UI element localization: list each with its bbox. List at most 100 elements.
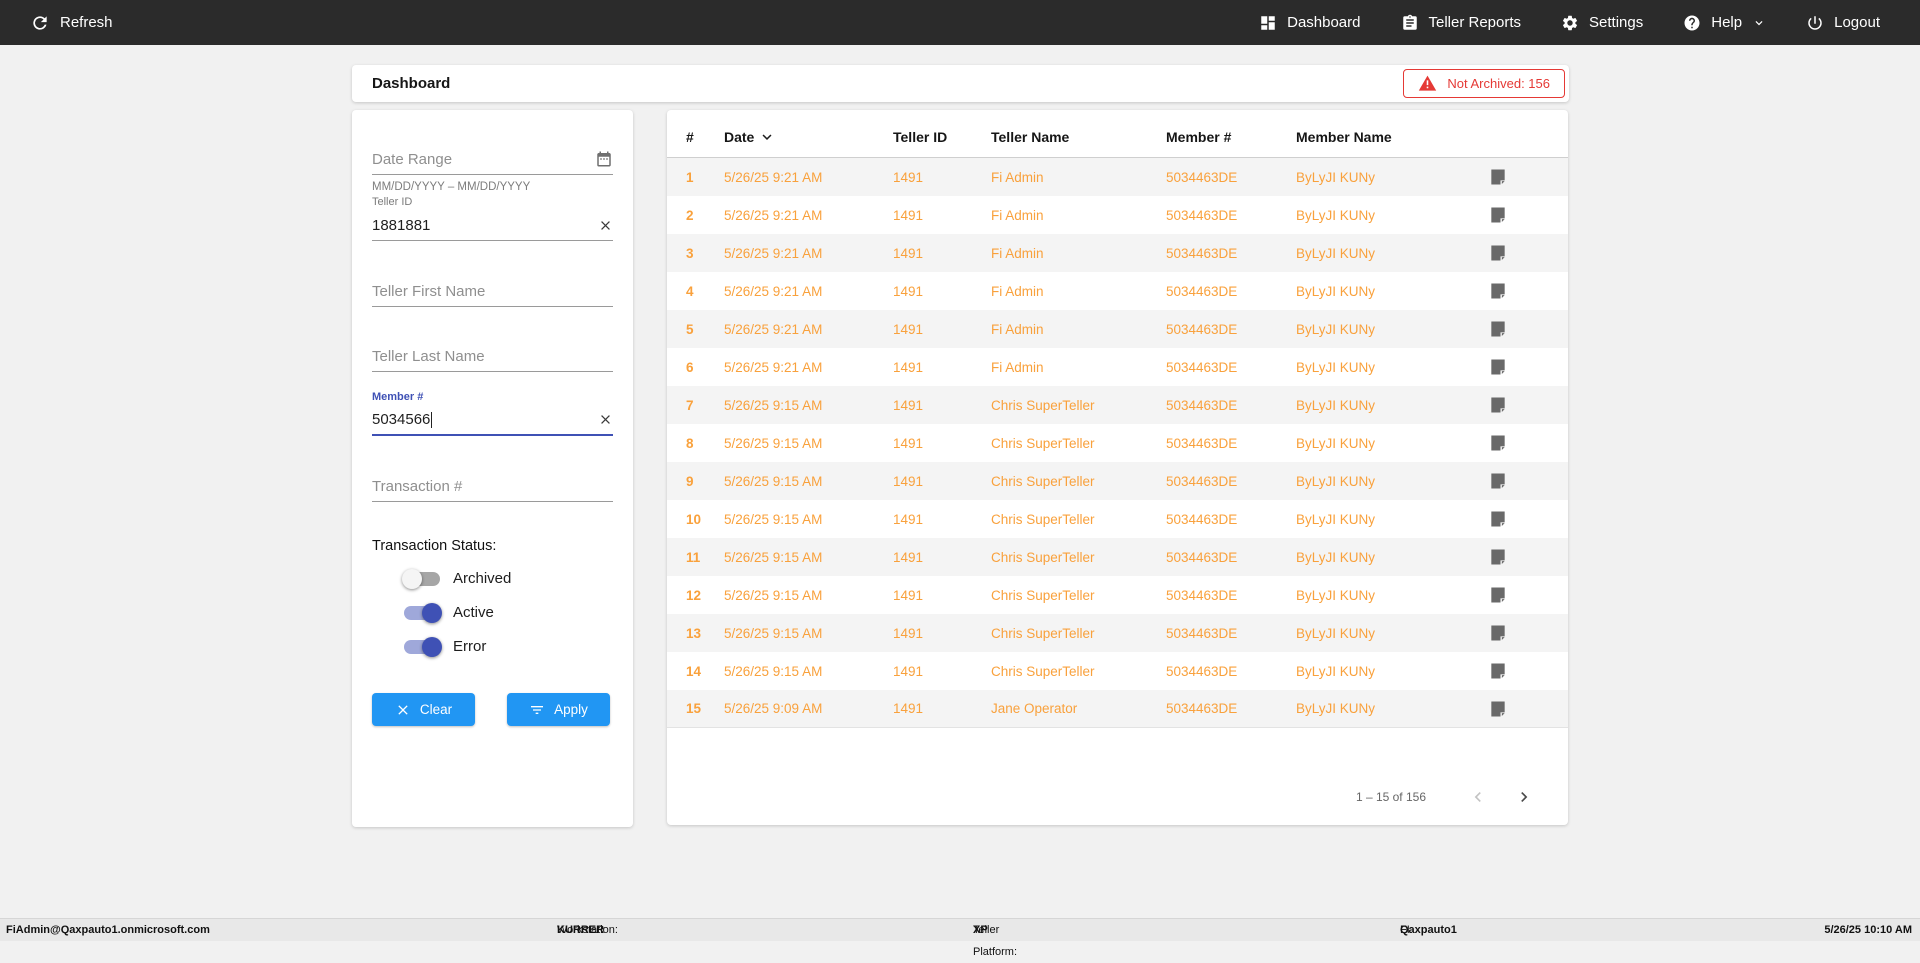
table-row[interactable]: 2 5/26/25 9:21 AM 1491 Fi Admin 5034463D… bbox=[667, 196, 1568, 234]
cell-row-number: 1 bbox=[686, 169, 694, 185]
note-icon[interactable] bbox=[1488, 661, 1508, 681]
cell-member-number: 5034463DE bbox=[1166, 663, 1238, 679]
note-icon[interactable] bbox=[1488, 243, 1508, 263]
cell-teller-name: Chris SuperTeller bbox=[991, 397, 1095, 413]
next-page-button[interactable] bbox=[1514, 787, 1534, 807]
date-range-field[interactable]: Date Range bbox=[372, 144, 613, 175]
transaction-number-field[interactable]: Transaction # bbox=[372, 471, 613, 502]
cell-member-name: ByLyJI KUNy bbox=[1296, 701, 1376, 716]
table-row[interactable]: 8 5/26/25 9:15 AM 1491 Chris SuperTeller… bbox=[667, 424, 1568, 462]
table-row[interactable]: 5 5/26/25 9:21 AM 1491 Fi Admin 5034463D… bbox=[667, 310, 1568, 348]
note-icon[interactable] bbox=[1488, 547, 1508, 567]
apply-button[interactable]: Apply bbox=[507, 693, 610, 726]
error-switch[interactable] bbox=[404, 636, 442, 657]
table-row[interactable]: 14 5/26/25 9:15 AM 1491 Chris SuperTelle… bbox=[667, 652, 1568, 690]
prev-page-button[interactable] bbox=[1468, 787, 1488, 807]
member-number-field[interactable]: 5034566 bbox=[372, 405, 613, 436]
sort-down-icon bbox=[758, 128, 776, 146]
cell-teller-id: 1491 bbox=[893, 207, 924, 223]
calendar-icon[interactable] bbox=[595, 150, 613, 168]
help-icon bbox=[1683, 14, 1701, 32]
teller-first-name-placeholder: Teller First Name bbox=[372, 282, 486, 300]
cell-teller-id: 1491 bbox=[893, 625, 924, 641]
cell-teller-id: 1491 bbox=[893, 321, 924, 337]
nav-item-help[interactable]: Help bbox=[1683, 14, 1766, 32]
logout-button[interactable]: Logout bbox=[1806, 14, 1880, 32]
cell-member-name: ByLyJI KUNy bbox=[1296, 321, 1376, 337]
cell-teller-id: 1491 bbox=[893, 587, 924, 603]
teller-id-value: 1881881 bbox=[372, 216, 431, 234]
table-row[interactable]: 15 5/26/25 9:09 AM 1491 Jane Operator 50… bbox=[667, 690, 1568, 728]
table-row[interactable]: 11 5/26/25 9:15 AM 1491 Chris SuperTelle… bbox=[667, 538, 1568, 576]
cell-date: 5/26/25 9:15 AM bbox=[724, 511, 823, 527]
note-icon[interactable] bbox=[1488, 585, 1508, 605]
note-icon[interactable] bbox=[1488, 433, 1508, 453]
note-icon[interactable] bbox=[1488, 623, 1508, 643]
col-header-date[interactable]: Date bbox=[724, 128, 893, 146]
note-icon[interactable] bbox=[1488, 167, 1508, 187]
nav-item-dashboard[interactable]: Dashboard bbox=[1259, 14, 1361, 32]
not-archived-badge[interactable]: Not Archived: 156 bbox=[1403, 69, 1565, 98]
table-row[interactable]: 9 5/26/25 9:15 AM 1491 Chris SuperTeller… bbox=[667, 462, 1568, 500]
cell-member-number: 5034463DE bbox=[1166, 169, 1238, 185]
cell-member-name: ByLyJI KUNy bbox=[1296, 359, 1376, 375]
active-switch[interactable] bbox=[404, 602, 442, 623]
filter-panel: Date Range MM/DD/YYYY – MM/DD/YYYY Telle… bbox=[352, 110, 633, 827]
refresh-button[interactable]: Refresh bbox=[0, 13, 113, 33]
filter-icon bbox=[529, 702, 545, 718]
teller-last-name-field[interactable]: Teller Last Name bbox=[372, 341, 613, 372]
nav-item-teller-reports[interactable]: Teller Reports bbox=[1401, 14, 1521, 32]
cell-row-number: 6 bbox=[686, 359, 694, 375]
apply-button-label: Apply bbox=[554, 702, 588, 717]
note-icon[interactable] bbox=[1488, 357, 1508, 377]
clear-member-number-icon[interactable] bbox=[598, 412, 613, 427]
gear-icon bbox=[1561, 14, 1579, 32]
toggle-error[interactable]: Error bbox=[404, 636, 486, 657]
transaction-status-label: Transaction Status: bbox=[372, 538, 497, 554]
toggle-archived[interactable]: Archived bbox=[402, 568, 511, 589]
cell-teller-name: Fi Admin bbox=[991, 207, 1044, 223]
cell-teller-id: 1491 bbox=[893, 549, 924, 565]
cell-date: 5/26/25 9:21 AM bbox=[724, 245, 823, 261]
cell-teller-name: Chris SuperTeller bbox=[991, 587, 1095, 603]
note-icon[interactable] bbox=[1488, 395, 1508, 415]
table-row[interactable]: 3 5/26/25 9:21 AM 1491 Fi Admin 5034463D… bbox=[667, 234, 1568, 272]
note-icon[interactable] bbox=[1488, 509, 1508, 529]
status-bar: FiAdmin@Qaxpauto1.onmicrosoft.com Workst… bbox=[0, 918, 1920, 958]
table-row[interactable]: 10 5/26/25 9:15 AM 1491 Chris SuperTelle… bbox=[667, 500, 1568, 538]
cell-date: 5/26/25 9:09 AM bbox=[724, 701, 823, 716]
cell-member-number: 5034463DE bbox=[1166, 587, 1238, 603]
toggle-active[interactable]: Active bbox=[404, 602, 494, 623]
cell-date: 5/26/25 9:15 AM bbox=[724, 473, 823, 489]
cell-date: 5/26/25 9:15 AM bbox=[724, 549, 823, 565]
refresh-icon bbox=[30, 13, 50, 33]
cell-member-number: 5034463DE bbox=[1166, 245, 1238, 261]
note-icon[interactable] bbox=[1488, 471, 1508, 491]
cell-member-name: ByLyJI KUNy bbox=[1296, 245, 1376, 261]
table-row[interactable]: 1 5/26/25 9:21 AM 1491 Fi Admin 5034463D… bbox=[667, 158, 1568, 196]
clear-teller-id-icon[interactable] bbox=[598, 218, 613, 233]
table-row[interactable]: 6 5/26/25 9:21 AM 1491 Fi Admin 5034463D… bbox=[667, 348, 1568, 386]
note-icon[interactable] bbox=[1488, 205, 1508, 225]
table-row[interactable]: 4 5/26/25 9:21 AM 1491 Fi Admin 5034463D… bbox=[667, 272, 1568, 310]
cell-member-number: 5034463DE bbox=[1166, 511, 1238, 527]
nav-item-settings[interactable]: Settings bbox=[1561, 14, 1643, 32]
clear-button[interactable]: Clear bbox=[372, 693, 475, 726]
note-icon[interactable] bbox=[1488, 319, 1508, 339]
warning-icon bbox=[1418, 74, 1437, 93]
nav-item-label: Help bbox=[1711, 14, 1743, 31]
text-cursor bbox=[431, 411, 433, 428]
cell-row-number: 8 bbox=[686, 435, 694, 451]
cell-member-number: 5034463DE bbox=[1166, 549, 1238, 565]
teller-id-field[interactable]: 1881881 bbox=[372, 210, 613, 241]
table-row[interactable]: 7 5/26/25 9:15 AM 1491 Chris SuperTeller… bbox=[667, 386, 1568, 424]
archived-switch[interactable] bbox=[402, 568, 440, 589]
teller-first-name-field[interactable]: Teller First Name bbox=[372, 276, 613, 307]
note-icon[interactable] bbox=[1488, 281, 1508, 301]
cell-teller-id: 1491 bbox=[893, 511, 924, 527]
table-row[interactable]: 13 5/26/25 9:15 AM 1491 Chris SuperTelle… bbox=[667, 614, 1568, 652]
cell-teller-id: 1491 bbox=[893, 283, 924, 299]
note-icon[interactable] bbox=[1488, 699, 1508, 719]
table-row[interactable]: 12 5/26/25 9:15 AM 1491 Chris SuperTelle… bbox=[667, 576, 1568, 614]
cell-teller-name: Chris SuperTeller bbox=[991, 435, 1095, 451]
